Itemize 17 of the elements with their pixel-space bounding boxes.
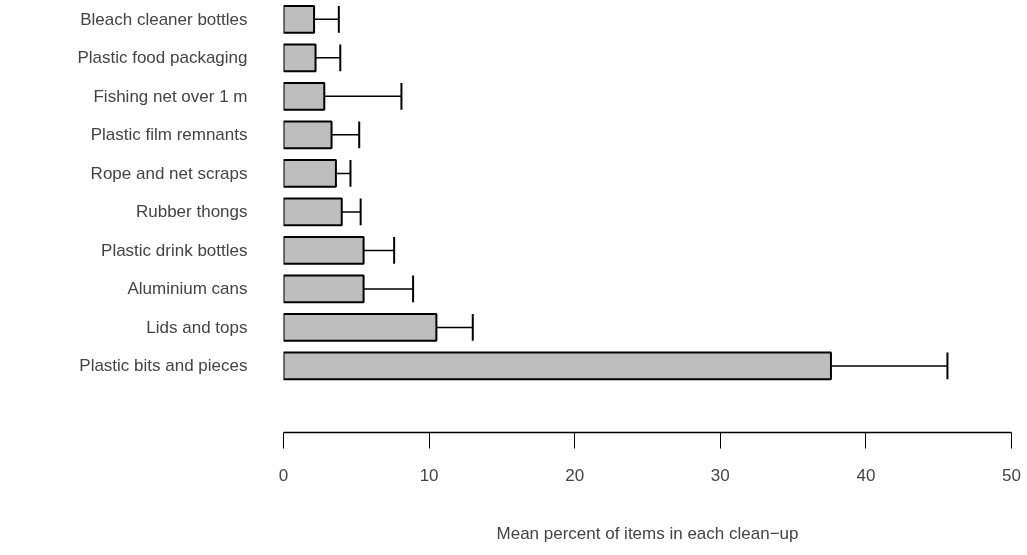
y-tick-label: Plastic film remnants <box>90 125 248 145</box>
y-tick-label: Aluminium cans <box>127 279 248 299</box>
y-tick-label: Fishing net over 1 m <box>93 86 248 106</box>
x-tick-label: 40 <box>856 465 876 485</box>
x-tick-label: 20 <box>565 465 585 485</box>
y-tick-label: Plastic food packaging <box>77 48 248 68</box>
x-tick-label: 30 <box>710 465 730 485</box>
y-tick-label: Lids and tops <box>146 317 248 337</box>
x-tick-label: 10 <box>419 465 439 485</box>
y-tick-label: Rubber thongs <box>135 202 248 222</box>
x-axis-title: Mean percent of items in each clean−up <box>496 523 799 543</box>
y-tick-label: Rope and net scraps <box>90 163 248 183</box>
y-tick-label: Plastic drink bottles <box>101 240 248 260</box>
y-tick-label: Bleach cleaner bottles <box>80 9 248 29</box>
x-tick-label: 50 <box>1002 465 1021 485</box>
x-tick-label: 0 <box>278 465 289 485</box>
y-tick-label: Plastic bits and pieces <box>79 356 248 376</box>
